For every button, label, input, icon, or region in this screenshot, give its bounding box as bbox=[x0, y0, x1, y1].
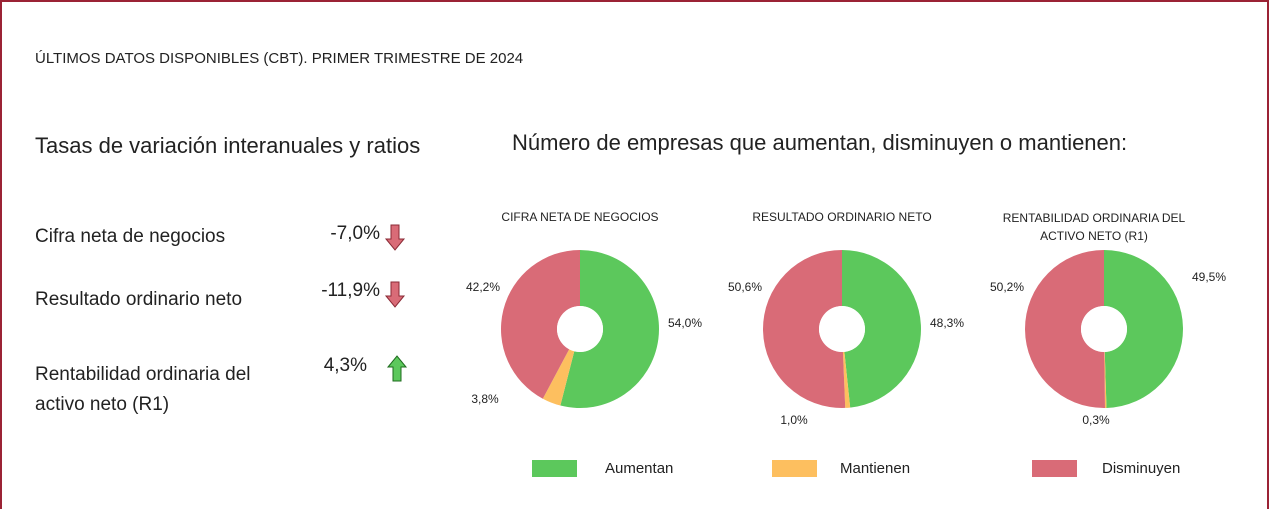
donut-hole bbox=[819, 306, 865, 352]
value-label: 50,2% bbox=[990, 280, 1024, 294]
indicator-label: Resultado ordinario neto bbox=[35, 289, 243, 310]
value-label: 50,6% bbox=[728, 280, 762, 294]
pie-title: RESULTADO ORDINARIO NETO bbox=[752, 210, 932, 224]
legend-label: Disminuyen bbox=[1102, 460, 1180, 477]
right-title: Número de empresas que aumentan, disminu… bbox=[512, 130, 1128, 155]
value-label: 54,0% bbox=[668, 316, 702, 330]
legend-swatch bbox=[772, 460, 817, 477]
donut-hole bbox=[557, 306, 603, 352]
value-label: 48,3% bbox=[930, 316, 964, 330]
donut-slice bbox=[762, 249, 846, 408]
pie-title: RENTABILIDAD ORDINARIA DEL ACTIVO NETO (… bbox=[1002, 211, 1186, 243]
indicator-label: Rentabilidad ordinaria del activo neto (… bbox=[35, 364, 251, 415]
donut-slice bbox=[1025, 250, 1105, 408]
donut-hole bbox=[1081, 306, 1127, 352]
value-label: 49,5% bbox=[1192, 270, 1226, 284]
legend-label: Mantienen bbox=[840, 460, 910, 477]
indicator-value: -11,9% bbox=[321, 280, 380, 301]
value-label: 3,8% bbox=[471, 392, 499, 406]
header: ÚLTIMOS DATOS DISPONIBLES (CBT). PRIMER … bbox=[35, 50, 524, 67]
value-label: 0,3% bbox=[1082, 413, 1110, 427]
donut-slice bbox=[1104, 250, 1184, 408]
indicator-label: Cifra neta de negocios bbox=[35, 226, 226, 247]
indicator-value: 4,3% bbox=[323, 355, 367, 376]
donut-slice bbox=[560, 250, 659, 408]
donut-slice bbox=[500, 250, 580, 399]
arrow bbox=[384, 224, 406, 251]
arrow bbox=[386, 355, 408, 382]
donut-slice bbox=[842, 351, 851, 408]
legend-label: Aumentan bbox=[605, 460, 673, 477]
donut-slice bbox=[842, 250, 922, 408]
donut-slice bbox=[1104, 351, 1107, 408]
indicator-value: -7,0% bbox=[330, 223, 380, 244]
legend-swatch bbox=[1032, 460, 1077, 477]
legend-swatch bbox=[532, 460, 577, 477]
donut-slice bbox=[542, 349, 575, 406]
pie-title: CIFRA NETA DE NEGOCIOS bbox=[501, 210, 659, 224]
arrow bbox=[384, 281, 406, 308]
value-label: 1,0% bbox=[780, 413, 808, 427]
left-title: Tasas de variación interanuales y ratios bbox=[35, 133, 421, 158]
value-label: 42,2% bbox=[466, 280, 500, 294]
